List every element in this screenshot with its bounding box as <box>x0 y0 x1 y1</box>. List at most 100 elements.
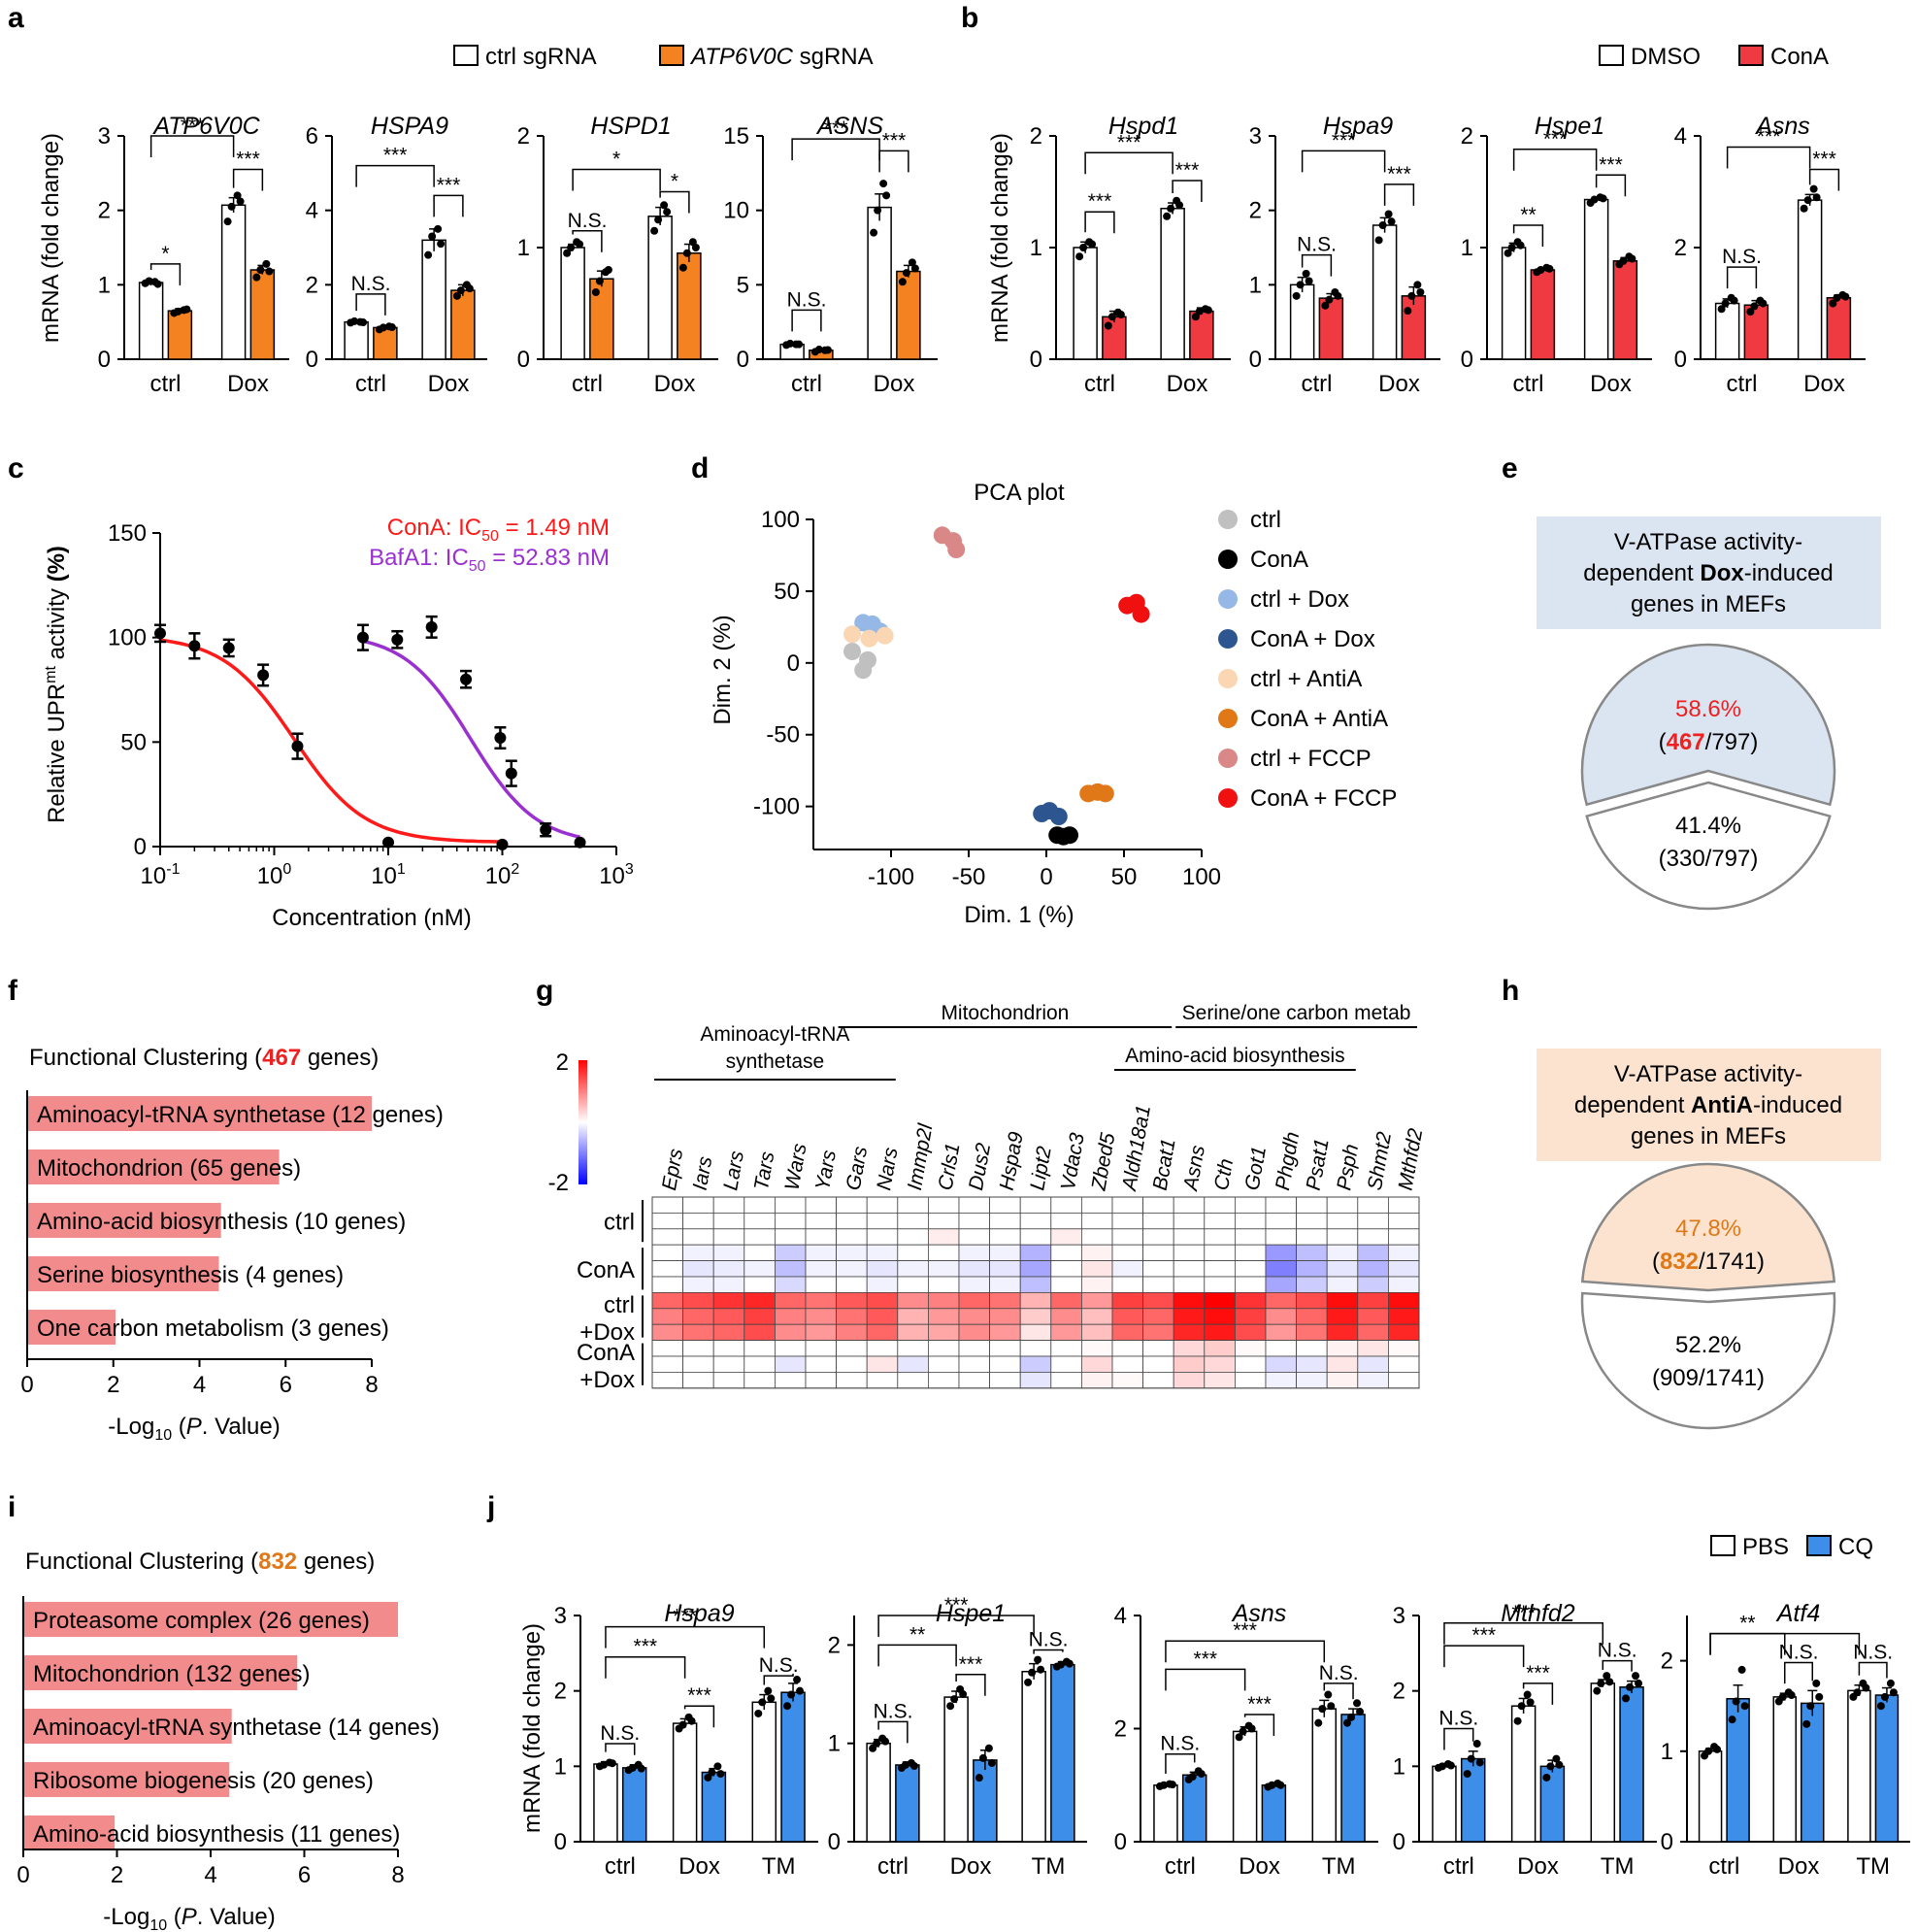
sig-bracket <box>605 1743 636 1755</box>
heatmap-cell <box>928 1260 960 1278</box>
data-point <box>1356 1708 1365 1716</box>
data-point <box>959 1690 968 1699</box>
heatmap-cell <box>1111 1260 1144 1278</box>
data-point <box>654 216 663 224</box>
bar <box>1612 260 1638 360</box>
sig-label: *** <box>1332 129 1356 151</box>
sig-bracket <box>1512 224 1544 247</box>
heatmap-cell <box>928 1276 960 1293</box>
heatmap-cell <box>989 1292 1021 1310</box>
y-tick-label: 2 <box>828 1632 841 1658</box>
data-point <box>256 266 265 274</box>
x-tick-label: ctrl <box>1727 371 1758 397</box>
pie-h-header-line3: genes in MEFs <box>1631 1123 1786 1149</box>
heatmap-cell <box>805 1276 838 1293</box>
sig-label: *** <box>1117 131 1141 153</box>
heatmap-cell <box>1111 1340 1144 1357</box>
heatmap-cell <box>1326 1196 1359 1214</box>
data-point <box>783 1702 792 1711</box>
heatmap-cell <box>805 1292 838 1310</box>
y-tick-label: 150 <box>108 520 147 547</box>
y-tick-label: 50 <box>120 729 147 755</box>
legend-label: ctrl <box>1250 507 1281 533</box>
heatmap-cell <box>897 1213 929 1230</box>
y-tick-label: 0 <box>1661 1829 1673 1855</box>
x-tick-label: 6 <box>298 1862 311 1888</box>
pca-point <box>860 629 878 648</box>
heatmap-cell <box>1050 1355 1082 1373</box>
data-point <box>1056 1660 1065 1669</box>
data-point <box>1889 1688 1898 1697</box>
pie-e-header-line2: dependent Dox-induced <box>1583 560 1834 586</box>
heatmap-cell <box>1204 1340 1236 1357</box>
heatmap-cell <box>958 1244 991 1261</box>
heatmap-cell <box>1296 1244 1328 1261</box>
group-label: Serine/one carbon metab <box>1182 1002 1411 1024</box>
x-tick-base: 10 <box>599 863 625 889</box>
data-point <box>382 836 394 849</box>
heatmap-cell <box>1265 1276 1298 1293</box>
heatmap-cell <box>1081 1260 1113 1278</box>
data-point <box>1603 1672 1611 1681</box>
heatmap-cell <box>775 1292 807 1310</box>
heatmap-cell <box>1357 1292 1389 1310</box>
panel-letter-a: a <box>8 2 24 34</box>
data-point <box>391 633 404 646</box>
data-point <box>1175 201 1184 210</box>
heatmap-cell <box>1326 1228 1359 1246</box>
legend-label-ctrl-sgrna: ctrl sgRNA <box>485 44 597 70</box>
y-tick-label: 0 <box>737 347 749 373</box>
heatmap-cell <box>651 1308 684 1325</box>
y-tick-label: 0 <box>98 347 111 373</box>
column-label: Psph <box>1333 1143 1363 1192</box>
bar-chart-a2: 0 2 4 6 HSPA9 ctrl Dox N.S. *** *** <box>306 113 487 397</box>
data-point <box>1404 307 1412 316</box>
pca-point <box>1096 784 1114 803</box>
panel-letter-b: b <box>961 2 978 34</box>
data-point <box>796 1686 805 1695</box>
heatmap-cell <box>1204 1276 1236 1293</box>
heatmap-cell <box>682 1260 714 1278</box>
heatmap-cell <box>866 1372 899 1389</box>
heatmap-cell <box>1173 1323 1206 1341</box>
row-label: ConA <box>577 1257 635 1283</box>
row-label: ctrl <box>604 1210 635 1236</box>
data-point <box>1239 1727 1247 1736</box>
sig-label: *** <box>1599 153 1623 176</box>
heatmap-cell <box>866 1196 899 1214</box>
ic50-label-bafa1: BafA1: IC50 = 52.83 nM <box>369 545 610 575</box>
data-point <box>145 277 153 285</box>
data-point <box>1416 288 1425 296</box>
chart-title: Hspa9 <box>664 1600 734 1627</box>
sig-label: *** <box>1194 1648 1218 1670</box>
heatmap-cell <box>805 1260 838 1278</box>
column-label: Gars <box>843 1145 873 1192</box>
data-point <box>1327 1702 1336 1711</box>
legend-label: ConA <box>1250 547 1308 573</box>
heatmap-cell <box>1173 1340 1206 1357</box>
chart-title: Hspd1 <box>1108 113 1178 140</box>
panel-letter-j: j <box>486 1491 495 1523</box>
sig-bracket <box>1602 1659 1633 1672</box>
color-scale-min: -2 <box>548 1170 569 1196</box>
heatmap-cell <box>805 1213 838 1230</box>
x-tick-label: TM <box>762 1853 796 1880</box>
data-point <box>767 1694 776 1703</box>
bar <box>1432 1765 1457 1843</box>
data-point <box>1590 195 1599 204</box>
y-tick-label: 1 <box>1393 1753 1405 1780</box>
x-tick-base: 10 <box>371 863 397 889</box>
data-point <box>591 288 600 296</box>
bar <box>1311 1708 1338 1843</box>
heatmap-cell <box>651 1244 684 1261</box>
pie-pct-top: 47.8% <box>1675 1216 1741 1242</box>
x-tick-label: Dox <box>654 371 696 397</box>
data-point <box>1159 1781 1168 1789</box>
x-tick-label: 0 <box>17 1862 29 1888</box>
data-point <box>946 1702 955 1711</box>
x-tick-label: 10-1 <box>141 861 181 889</box>
sig-bracket <box>572 168 661 191</box>
data-point <box>1523 1690 1532 1699</box>
bar <box>1232 1730 1258 1843</box>
data-point <box>222 642 235 654</box>
